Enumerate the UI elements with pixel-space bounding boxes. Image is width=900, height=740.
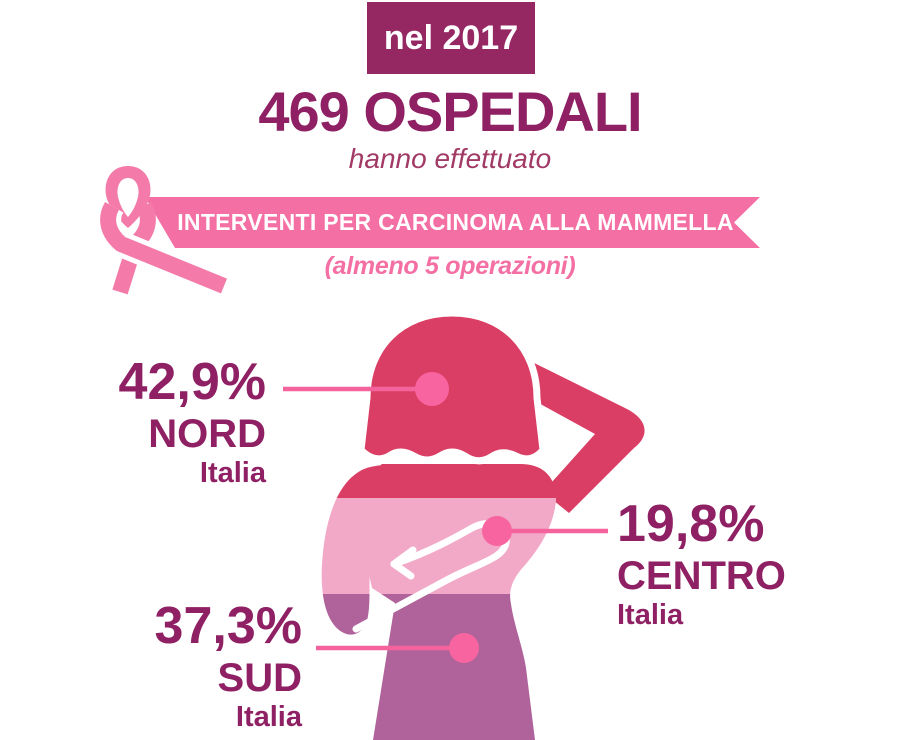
nord-country: Italia: [199, 457, 266, 489]
centro-percentage: 19,8%: [617, 495, 765, 553]
subtitle-text: hanno effettuato: [348, 143, 552, 174]
sud-country: Italia: [235, 701, 302, 733]
year-badge-label: nel 2017: [383, 18, 519, 57]
year-badge: nel 2017: [367, 2, 535, 74]
awareness-ribbon-icon: [95, 166, 229, 299]
sud-percentage: 37,3%: [154, 597, 302, 655]
banner-ribbon: INTERVENTI PER CARCINOMA ALLA MAMMELLA: [145, 197, 760, 248]
centro-dot-icon: [482, 516, 512, 546]
callout-sud: [316, 633, 479, 663]
callout-centro: [482, 516, 608, 546]
centro-region: CENTRO: [617, 554, 786, 598]
note-text: (almeno 5 operazioni): [324, 252, 576, 280]
stat-centro: 19,8% CENTRO Italia: [617, 498, 857, 630]
hair-shape: [357, 309, 547, 465]
centro-country: Italia: [617, 599, 684, 631]
nord-percentage: 42,9%: [118, 353, 266, 411]
body-bands: [321, 464, 556, 740]
band-sud: [321, 594, 556, 740]
stat-sud: 37,3% SUD Italia: [100, 600, 302, 732]
sud-region: SUD: [217, 656, 302, 700]
sud-dot-icon: [449, 633, 479, 663]
nord-dot-icon: [415, 372, 449, 406]
stat-nord: 42,9% NORD Italia: [40, 356, 266, 488]
banner-label: INTERVENTI PER CARCINOMA ALLA MAMMELLA: [177, 209, 734, 235]
band-nord: [321, 464, 556, 498]
nord-region: NORD: [148, 412, 266, 456]
callout-nord: [283, 372, 449, 406]
hospitals-title: 469 OSPEDALI: [258, 80, 642, 143]
